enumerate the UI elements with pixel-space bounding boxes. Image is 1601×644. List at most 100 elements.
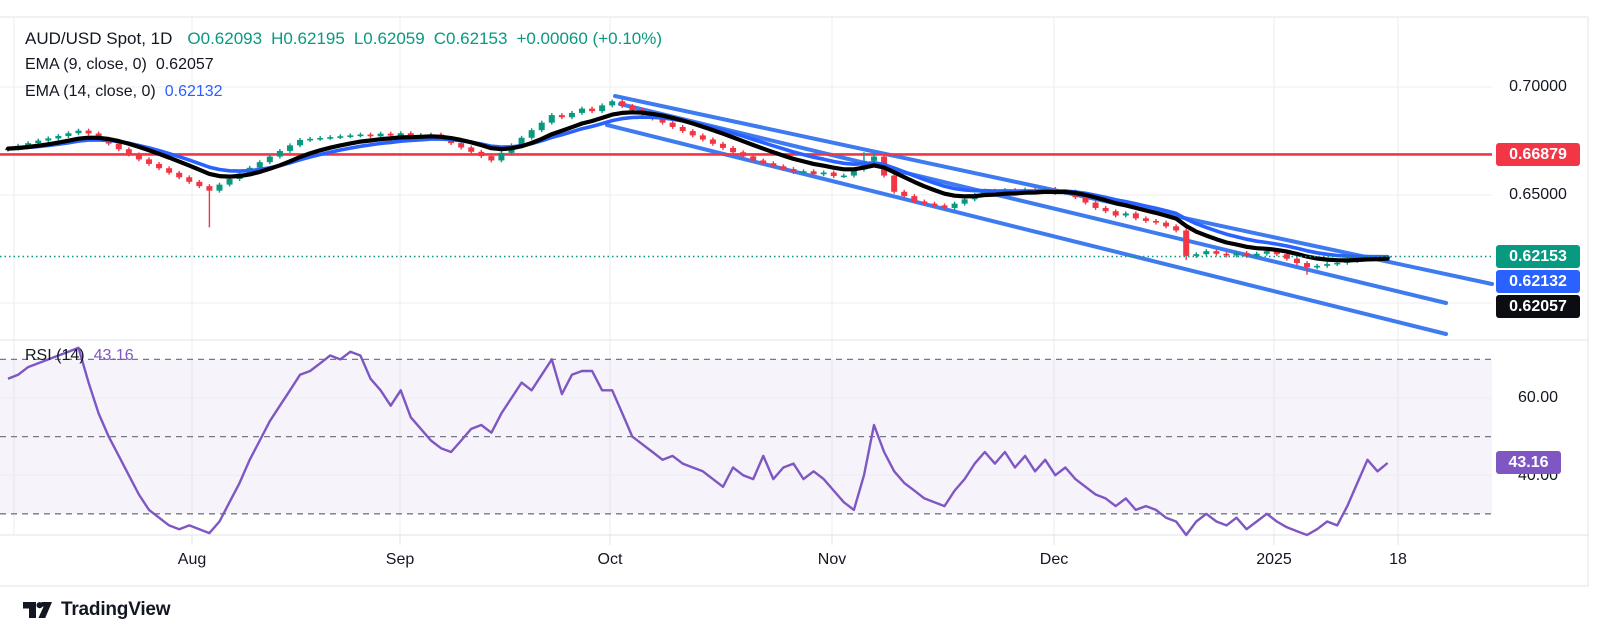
ema9-label: EMA (9, close, 0) (25, 56, 147, 73)
candle-up (75, 130, 82, 134)
ohlc-open: O0.62093 (187, 29, 263, 48)
candle-down (669, 122, 676, 127)
candle-up (518, 137, 525, 146)
trendline (618, 102, 1448, 305)
candle-down (589, 108, 596, 112)
candle-down (206, 186, 213, 191)
candle-up (1324, 264, 1331, 266)
ema9-legend-row[interactable]: EMA (9, close, 0) 0.62057 (25, 56, 214, 74)
ema14-label: EMA (14, close, 0) (25, 83, 156, 100)
candle-up (820, 172, 827, 175)
symbol-legend-row[interactable]: AUD/USD Spot, 1D O0.62093 H0.62195 L0.62059… (25, 29, 662, 49)
candle-down (458, 143, 465, 148)
candle-down (145, 159, 152, 164)
price-badge: 0.62057 (1496, 294, 1580, 318)
candle-up (538, 122, 545, 131)
ema9-line (5, 110, 1390, 263)
candle-down (830, 172, 837, 176)
candle-up (1203, 251, 1210, 255)
candle-up (35, 140, 42, 144)
price-badge: 0.62153 (1496, 244, 1580, 268)
candle-down (387, 133, 394, 136)
candle-up (578, 108, 585, 113)
rsi-value: 43.16 (93, 347, 134, 364)
candle-up (800, 171, 807, 173)
candle-up (850, 169, 857, 176)
tradingview-logo-text: TradingView (61, 599, 171, 620)
candle-down (125, 149, 132, 155)
candle-down (1183, 230, 1190, 256)
time-axis-label: 18 (1389, 551, 1407, 568)
candle-up (1253, 253, 1260, 256)
candle-down (790, 169, 797, 173)
candle-down (176, 172, 183, 178)
candle-down (699, 135, 706, 140)
ema14-value: 0.62132 (164, 83, 223, 100)
candle-down (891, 175, 898, 192)
tradingview-logo[interactable]: TradingView (22, 598, 171, 622)
candle-up (55, 136, 62, 139)
ema9-value: 0.62057 (155, 56, 214, 73)
candle-up (65, 133, 72, 137)
rsi-axis-label: 60.00 (1517, 389, 1559, 406)
time-axis-label: 2025 (1256, 551, 1292, 568)
time-axis-label: Sep (385, 551, 415, 568)
candle-down (196, 181, 203, 187)
candle-down (921, 201, 928, 204)
candle-down (1142, 218, 1149, 221)
candle-down (1082, 197, 1089, 203)
candle-up (568, 112, 575, 118)
candle-down (659, 118, 666, 123)
ema14-legend-row[interactable]: EMA (14, close, 0) 0.62132 (25, 83, 223, 101)
candle-down (1273, 251, 1280, 255)
candle-down (901, 191, 908, 197)
candle-down (941, 205, 948, 208)
candle-down (760, 160, 767, 164)
candle-up (548, 115, 555, 123)
ohlc-low: L0.62059 (353, 29, 425, 48)
time-axis-label: Dec (1039, 551, 1069, 568)
candle-down (156, 163, 163, 169)
candle-down (1243, 252, 1250, 256)
candle-up (1334, 262, 1341, 265)
time-axis-label: Oct (597, 551, 623, 568)
candle-down (719, 143, 726, 148)
candle-up (327, 137, 334, 139)
candle-down (740, 152, 747, 157)
candle-up (951, 203, 958, 208)
candle-up (317, 137, 324, 140)
symbol-title[interactable]: AUD/USD Spot, 1D (25, 29, 173, 48)
rsi-label: RSI (14) (25, 347, 85, 364)
candle-up (377, 133, 384, 137)
rsi-badge: 43.16 (1496, 450, 1561, 474)
price-badge: 0.62132 (1496, 269, 1580, 293)
rsi-legend-row[interactable]: RSI (14) 43.16 (25, 347, 134, 365)
price-axis-label: 0.70000 (1509, 78, 1567, 95)
candle-down (619, 101, 626, 107)
candle-up (609, 101, 616, 106)
candle-up (1314, 265, 1321, 268)
candle-down (468, 147, 475, 152)
candle-down (730, 147, 737, 153)
time-axis-label: Aug (177, 551, 207, 568)
candle-up (25, 143, 32, 146)
candle-down (770, 163, 777, 167)
ohlc-close: C0.62153 (433, 29, 508, 48)
candle-up (498, 152, 505, 161)
candle-up (1122, 213, 1129, 216)
candle-down (1102, 207, 1109, 212)
candle-up (266, 156, 273, 163)
candle-down (135, 154, 142, 160)
candle-up (216, 184, 223, 191)
candle-up (981, 190, 988, 195)
candle-down (750, 156, 757, 161)
candle-up (871, 156, 878, 161)
candle-up (528, 130, 535, 138)
price-badge: 0.66879 (1496, 142, 1580, 166)
candle-up (1193, 254, 1200, 256)
ohlc-high: H0.62195 (271, 29, 345, 48)
candle-down (1223, 253, 1230, 256)
candle-down (85, 130, 92, 134)
